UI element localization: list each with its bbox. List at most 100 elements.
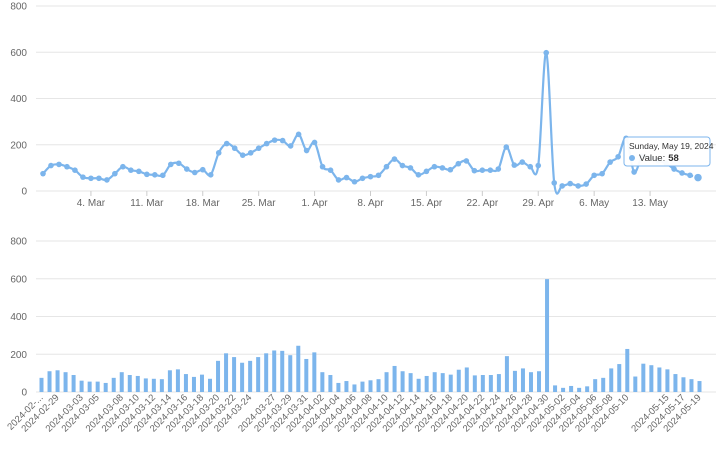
line-point[interactable] [519, 159, 526, 165]
bar[interactable] [625, 348, 630, 392]
bar[interactable] [665, 369, 670, 392]
bar[interactable] [216, 360, 221, 392]
bar[interactable] [424, 375, 429, 392]
bar[interactable] [649, 365, 654, 392]
bar[interactable] [232, 357, 237, 392]
bar[interactable] [408, 373, 413, 392]
line-point[interactable] [359, 175, 366, 182]
bar[interactable] [400, 371, 405, 392]
line-point[interactable] [183, 166, 190, 172]
line-point[interactable] [160, 172, 166, 179]
line-point[interactable] [120, 163, 126, 170]
bar[interactable] [528, 372, 533, 392]
line-point[interactable] [263, 140, 270, 147]
line-point[interactable] [375, 172, 382, 179]
line-point[interactable] [144, 171, 150, 178]
bar[interactable] [472, 375, 477, 392]
bar[interactable] [167, 370, 172, 392]
line-point[interactable] [607, 159, 613, 165]
line-point[interactable] [199, 166, 206, 173]
bar[interactable] [537, 371, 542, 392]
bar[interactable] [384, 372, 389, 392]
bar[interactable] [199, 374, 204, 392]
bar[interactable] [63, 372, 68, 392]
bar[interactable] [47, 371, 52, 392]
bar[interactable] [360, 381, 365, 392]
line-point[interactable] [591, 172, 597, 179]
bar[interactable] [328, 375, 333, 392]
line-point[interactable] [311, 139, 318, 146]
line-point[interactable] [447, 166, 454, 173]
bar[interactable] [224, 353, 229, 392]
line-point[interactable] [64, 163, 70, 170]
line-point[interactable] [503, 144, 510, 150]
bar[interactable] [689, 379, 694, 392]
line-point[interactable] [415, 172, 422, 178]
line-point[interactable] [599, 170, 605, 177]
bar[interactable] [240, 362, 245, 392]
line-point[interactable] [631, 169, 637, 175]
line-point[interactable] [567, 180, 573, 187]
bar[interactable] [175, 369, 180, 392]
line-point[interactable] [72, 167, 78, 173]
bar[interactable] [545, 279, 550, 392]
bar[interactable] [585, 386, 590, 392]
line-point[interactable] [407, 165, 414, 171]
bar[interactable] [71, 375, 76, 392]
line-point[interactable] [559, 183, 566, 189]
bar[interactable] [416, 378, 421, 392]
bar[interactable] [392, 365, 397, 392]
bar[interactable] [488, 375, 493, 392]
bar[interactable] [577, 387, 582, 392]
bar[interactable] [159, 379, 164, 392]
bar[interactable] [248, 360, 253, 392]
line-point[interactable] [471, 167, 478, 174]
line-point[interactable] [40, 170, 46, 177]
bar[interactable] [344, 381, 349, 392]
bar[interactable] [553, 385, 558, 392]
line-point[interactable] [455, 160, 462, 167]
line-point[interactable] [679, 170, 685, 176]
line-point[interactable] [511, 162, 518, 168]
line-point[interactable] [383, 163, 390, 170]
line-point[interactable] [255, 145, 262, 152]
bar[interactable] [208, 378, 213, 392]
bar[interactable] [55, 370, 60, 392]
line-point[interactable] [48, 162, 54, 169]
bar[interactable] [432, 372, 437, 392]
line-point[interactable] [56, 161, 62, 168]
line-point[interactable] [128, 167, 134, 173]
bar[interactable] [601, 377, 606, 392]
line-point[interactable] [295, 131, 302, 138]
bar[interactable] [512, 370, 517, 392]
bar[interactable] [681, 377, 686, 392]
line-point[interactable] [287, 143, 294, 149]
line-point[interactable] [303, 147, 310, 154]
bar[interactable] [617, 364, 622, 392]
line-point[interactable] [495, 166, 502, 172]
bar[interactable] [697, 381, 702, 392]
bar[interactable] [368, 380, 373, 392]
line-point[interactable] [343, 174, 350, 181]
bar[interactable] [496, 374, 501, 392]
bar[interactable] [320, 372, 325, 392]
line-point[interactable] [88, 175, 94, 182]
bar[interactable] [135, 375, 140, 392]
line-point[interactable] [96, 175, 102, 182]
bar[interactable] [633, 376, 638, 392]
bar[interactable] [561, 387, 566, 392]
bar[interactable] [593, 379, 598, 392]
line-point[interactable] [687, 172, 693, 179]
bar[interactable] [103, 382, 108, 392]
line-point[interactable] [479, 167, 486, 173]
bar[interactable] [39, 377, 44, 392]
line-point[interactable] [335, 177, 342, 183]
line-point[interactable] [583, 181, 589, 187]
bar[interactable] [296, 345, 301, 392]
bar[interactable] [272, 350, 277, 392]
bar[interactable] [87, 381, 92, 392]
bar[interactable] [609, 368, 614, 392]
bar[interactable] [440, 373, 445, 392]
line-point[interactable] [535, 162, 542, 169]
line-point-hovered[interactable] [692, 172, 704, 183]
